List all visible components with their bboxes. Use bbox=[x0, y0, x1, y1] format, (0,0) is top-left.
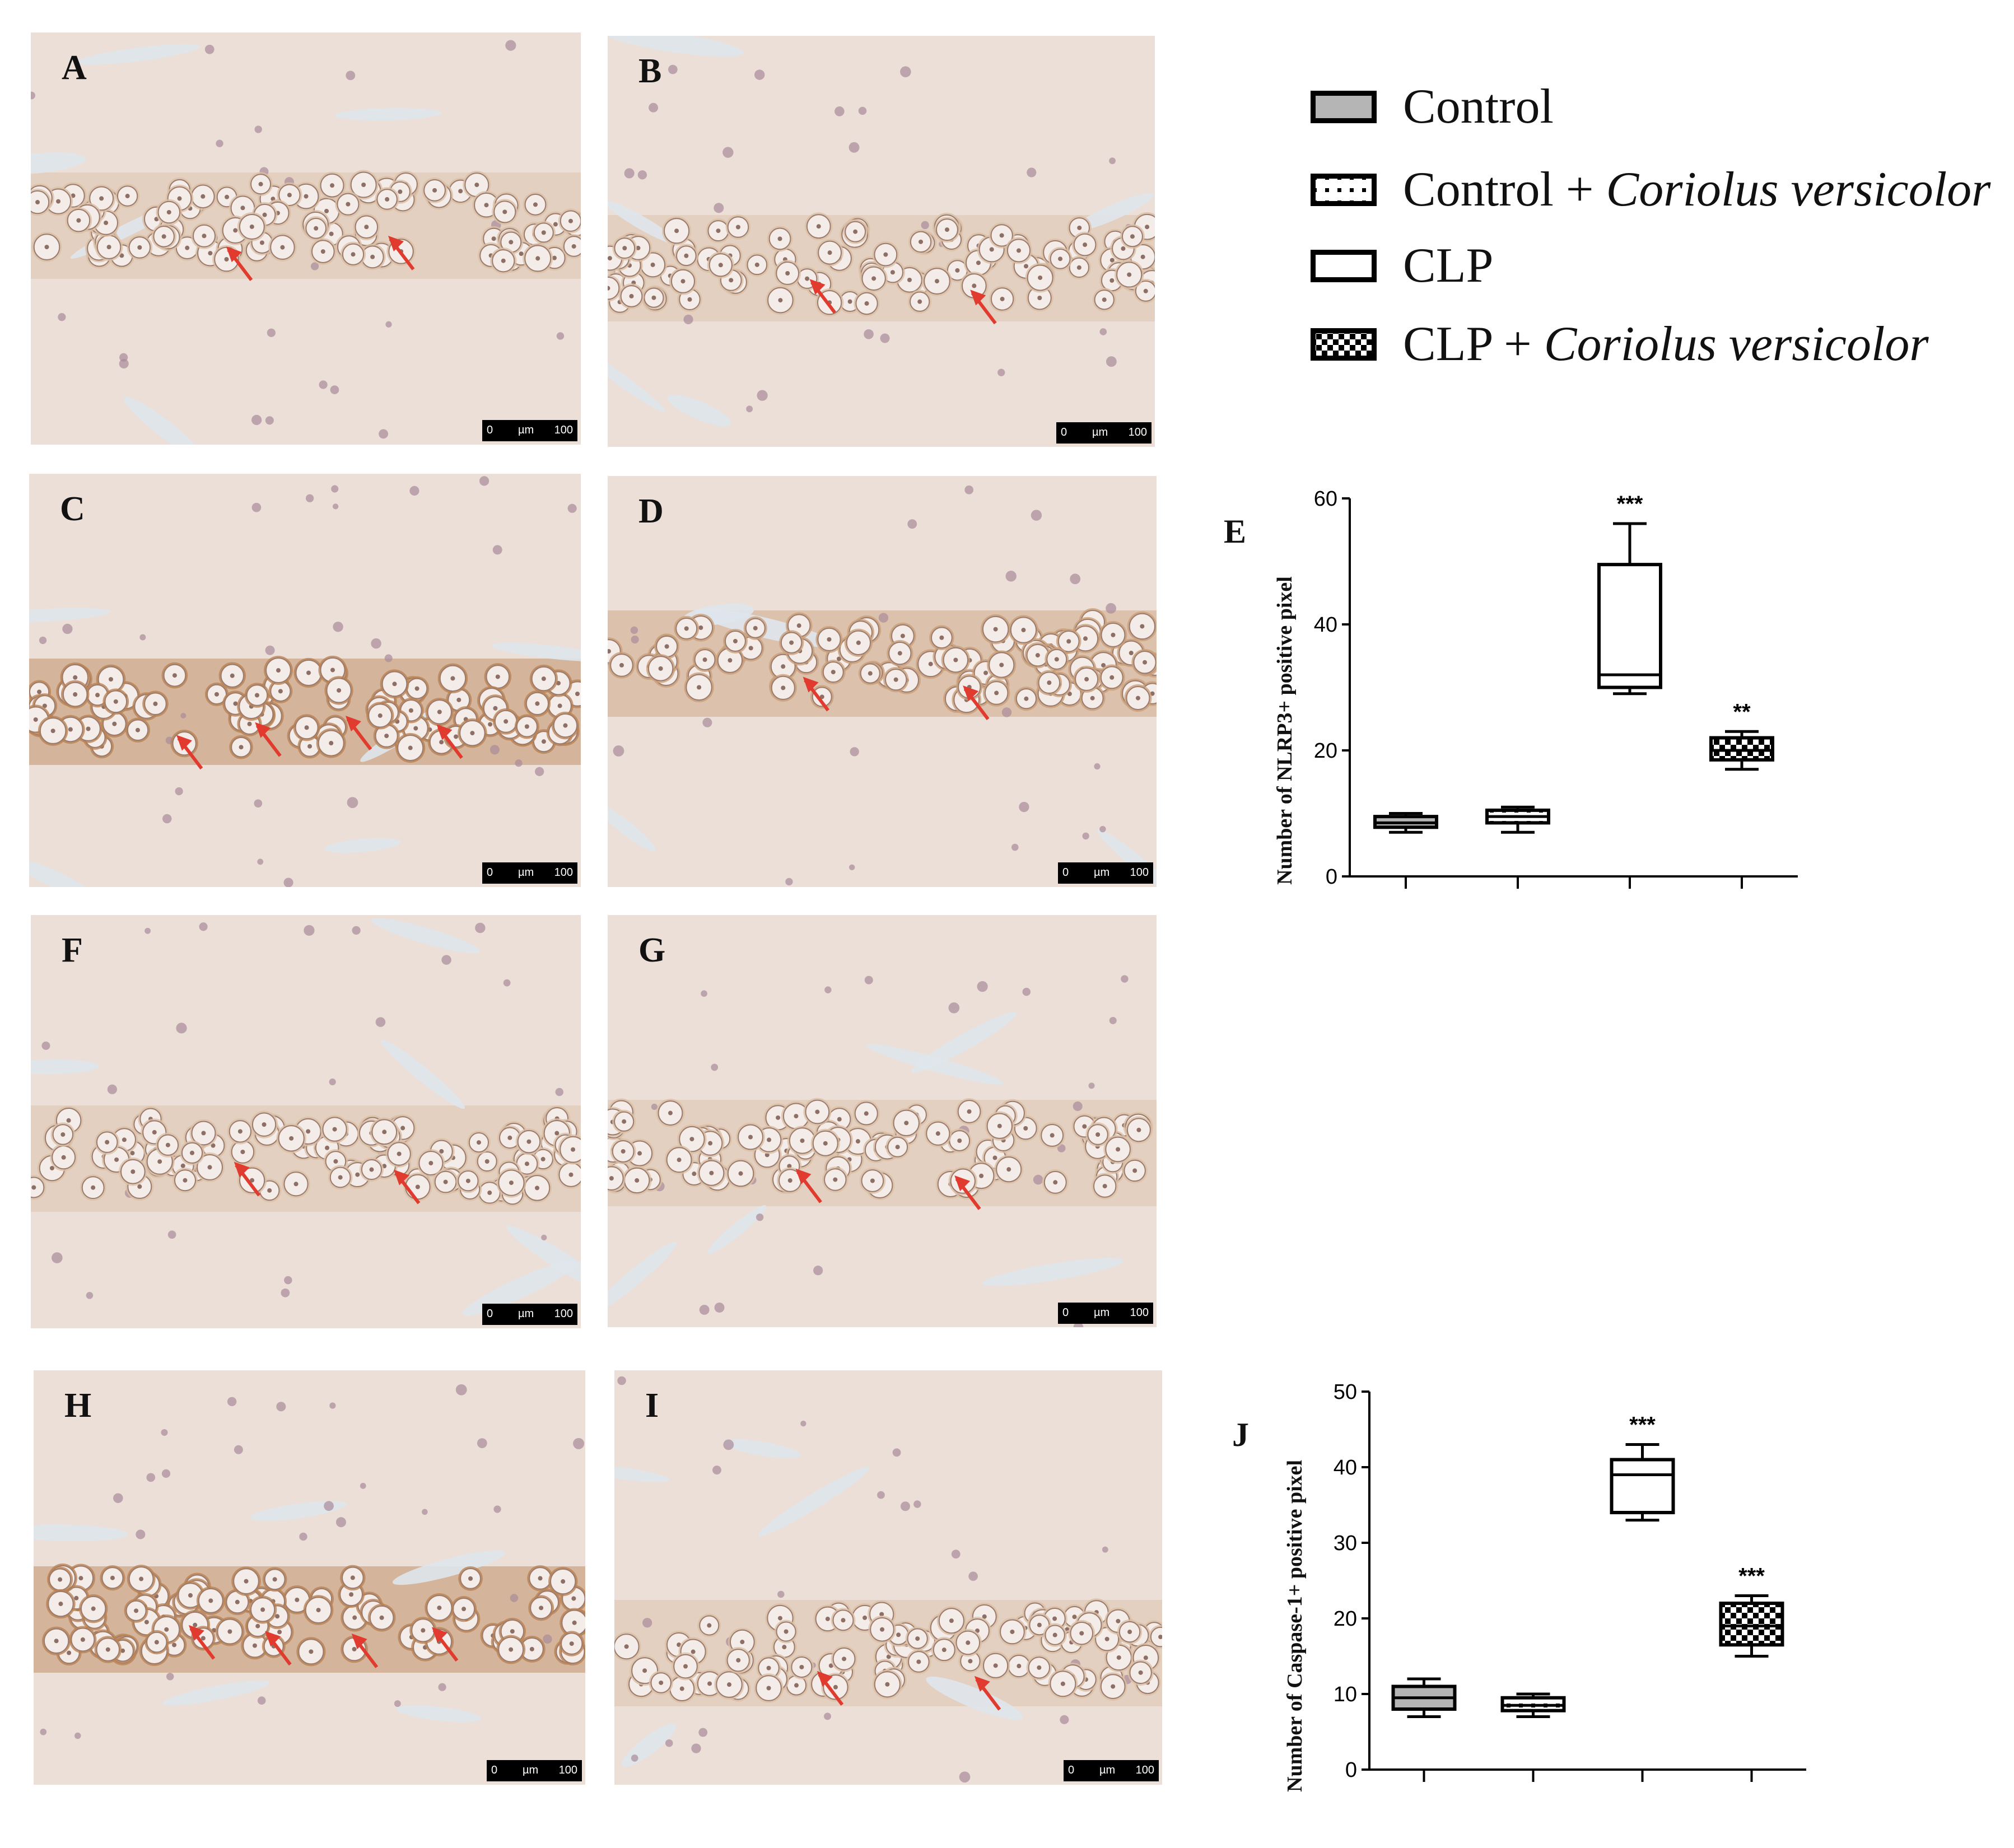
scale-bar: 0 µm 100 bbox=[1058, 862, 1153, 884]
legend-label: CLP + Coriolus versicolor bbox=[1403, 317, 1929, 371]
tissue-image bbox=[614, 1370, 1162, 1785]
box-plot-caspase1: 0 10 20 30 40 50 *** *** bbox=[1334, 1380, 1806, 1782]
y-tick-label: 0 bbox=[1345, 1758, 1357, 1782]
tissue-image bbox=[608, 915, 1157, 1327]
legend-swatch-white bbox=[1311, 250, 1377, 282]
legend: Control Control + Coriolus versicolor CL… bbox=[1311, 78, 2005, 392]
panel-letter: C bbox=[60, 490, 85, 528]
scale-bar: 0 µm 100 bbox=[482, 420, 577, 441]
scale-bar: 0 µm 100 bbox=[1058, 1303, 1153, 1324]
y-tick-label: 50 bbox=[1334, 1380, 1357, 1404]
scale-bar: 0 µm 100 bbox=[482, 862, 577, 884]
box-1 bbox=[1391, 1677, 1457, 1718]
y-tick-label: 20 bbox=[1334, 1607, 1357, 1631]
tissue-image bbox=[29, 474, 581, 887]
tissue-image bbox=[31, 32, 581, 445]
legend-label: Control + Coriolus versicolor bbox=[1403, 162, 1991, 217]
box-4 bbox=[1709, 730, 1774, 771]
axes bbox=[1368, 1392, 1806, 1771]
legend-item-control: Control bbox=[1311, 78, 2005, 140]
micrograph-panel-h: H 0 µm 100 bbox=[34, 1370, 585, 1785]
legend-label: Control bbox=[1403, 80, 1554, 134]
y-tick-label: 60 bbox=[1314, 487, 1337, 511]
chart-letter-j: J bbox=[1232, 1416, 1249, 1453]
significance-label: ** bbox=[1733, 699, 1751, 724]
scale-bar: 0 µm 100 bbox=[1056, 422, 1151, 444]
panel-letter: I bbox=[645, 1387, 659, 1425]
legend-item-control-cv: Control + Coriolus versicolor bbox=[1311, 161, 2005, 223]
y-tick-label: 40 bbox=[1334, 1456, 1357, 1480]
scale-bar: 0 µm 100 bbox=[487, 1760, 582, 1781]
panel-letter: D bbox=[638, 492, 664, 530]
panel-letter: B bbox=[638, 52, 662, 90]
panel-letter: G bbox=[638, 931, 666, 969]
tissue-image bbox=[31, 915, 581, 1328]
chart-letter-e: E bbox=[1224, 513, 1247, 550]
legend-label: CLP bbox=[1403, 239, 1494, 293]
micrograph-panel-c: C 0 µm 100 bbox=[29, 474, 581, 887]
significance-label: *** bbox=[1617, 492, 1643, 516]
micrograph-panel-i: I 0 µm 100 bbox=[614, 1370, 1162, 1785]
tissue-image bbox=[34, 1370, 585, 1785]
tissue-image bbox=[608, 476, 1157, 887]
y-tick-label: 10 bbox=[1334, 1683, 1357, 1706]
y-tick-label: 20 bbox=[1314, 739, 1337, 763]
box-2 bbox=[1500, 1692, 1566, 1718]
legend-swatch-gray bbox=[1311, 91, 1377, 123]
micrograph-panel-a: A 0 µm 100 bbox=[31, 32, 581, 445]
significance-label: *** bbox=[1629, 1413, 1656, 1438]
scale-bar: 0 µm 100 bbox=[1064, 1760, 1159, 1781]
legend-swatch-dots bbox=[1311, 174, 1377, 206]
panel-letter: H bbox=[64, 1387, 92, 1425]
tissue-image bbox=[608, 36, 1155, 447]
axes bbox=[1349, 498, 1798, 878]
panel-letter: A bbox=[62, 49, 87, 87]
scale-bar: 0 µm 100 bbox=[482, 1304, 577, 1325]
micrograph-panel-g: G 0 µm 100 bbox=[608, 915, 1157, 1327]
box-4 bbox=[1719, 1594, 1784, 1658]
panel-letter: F bbox=[62, 931, 83, 969]
legend-item-clp: CLP bbox=[1311, 237, 2005, 299]
box-3 bbox=[1597, 522, 1662, 696]
legend-swatch-checker bbox=[1311, 328, 1377, 361]
significance-label: *** bbox=[1738, 1564, 1765, 1589]
box-1 bbox=[1373, 812, 1438, 834]
legend-item-clp-cv: CLP + Coriolus versicolor bbox=[1311, 316, 2005, 377]
box-3 bbox=[1610, 1443, 1675, 1522]
box-2 bbox=[1485, 805, 1550, 834]
y-tick-label: 40 bbox=[1314, 613, 1337, 637]
y-tick-label: 0 bbox=[1326, 865, 1337, 889]
micrograph-panel-f: F 0 µm 100 bbox=[31, 915, 581, 1328]
micrograph-panel-d: D 0 µm 100 bbox=[608, 476, 1157, 887]
micrograph-panel-b: B 0 µm 100 bbox=[608, 36, 1155, 447]
y-tick-label: 30 bbox=[1334, 1532, 1357, 1555]
